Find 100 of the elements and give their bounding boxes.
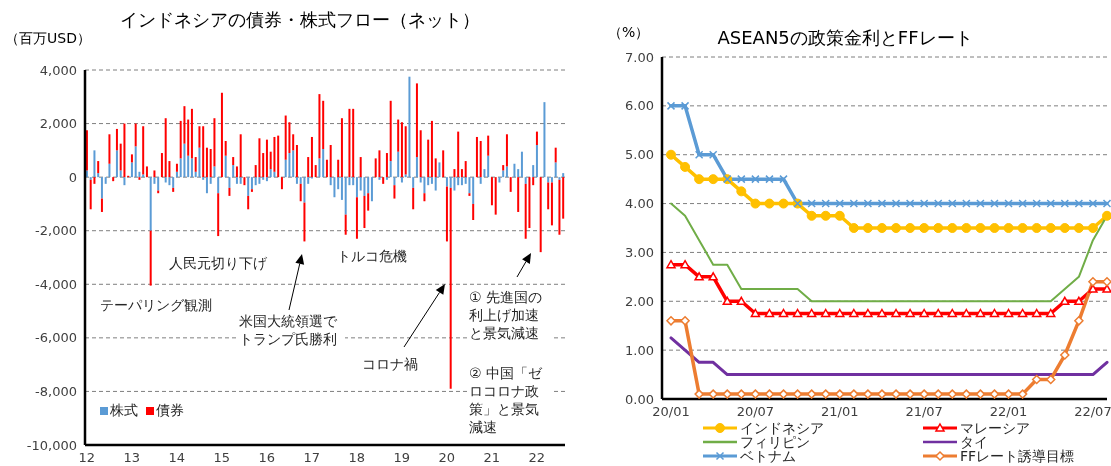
- bar: [239, 177, 242, 184]
- point: [708, 174, 719, 185]
- legend-label: フィリピン: [739, 434, 811, 450]
- bar: [337, 159, 340, 178]
- point: [919, 199, 929, 208]
- bar: [509, 177, 512, 192]
- bar: [277, 135, 280, 178]
- point: [891, 389, 901, 399]
- point: [891, 223, 902, 233]
- bar: [554, 162, 557, 178]
- x-tick-label: 15: [213, 450, 231, 466]
- point: [1087, 223, 1098, 233]
- bar: [547, 177, 550, 183]
- y-tick-label: -8,000: [35, 384, 77, 400]
- bar: [408, 76, 411, 178]
- point: [961, 308, 972, 318]
- point: [1102, 284, 1111, 293]
- point: [877, 389, 887, 399]
- point: [905, 223, 916, 233]
- point: [835, 199, 845, 208]
- point: [736, 296, 747, 306]
- bar: [449, 187, 452, 389]
- x-tick-label: 21/01: [821, 404, 859, 420]
- point: [989, 389, 1000, 399]
- bar: [430, 177, 433, 184]
- point: [876, 223, 887, 233]
- bar: [157, 177, 160, 191]
- bar: [187, 155, 190, 178]
- legend-label: ベトナム: [739, 448, 797, 464]
- bar: [464, 161, 467, 178]
- x-tick-label: 22/07: [1074, 404, 1111, 420]
- bar: [224, 140, 227, 156]
- bar: [370, 177, 373, 202]
- point: [1003, 308, 1014, 318]
- bar: [468, 177, 471, 194]
- point: [947, 308, 958, 318]
- point: [975, 223, 986, 233]
- bar: [142, 174, 145, 178]
- bar: [172, 177, 175, 188]
- bar: [389, 100, 392, 162]
- bar: [198, 147, 201, 178]
- bar: [265, 139, 268, 178]
- point: [834, 210, 845, 221]
- bar: [217, 177, 220, 194]
- point: [680, 161, 691, 172]
- point: [1074, 316, 1084, 326]
- bar: [427, 139, 430, 178]
- legend-label: 株式: [109, 402, 138, 420]
- bar: [325, 159, 328, 178]
- bar: [108, 163, 111, 178]
- point: [765, 174, 774, 184]
- bar: [412, 177, 415, 188]
- annotation: 人民元切り下げ: [167, 254, 269, 272]
- bar: [164, 177, 167, 183]
- bar: [355, 177, 358, 198]
- point: [751, 174, 760, 184]
- point: [1045, 223, 1056, 233]
- point: [961, 223, 972, 233]
- point: [863, 308, 873, 318]
- point: [820, 308, 831, 318]
- bar: [239, 134, 242, 178]
- bar: [145, 166, 148, 178]
- bar: [382, 177, 385, 184]
- bar: [389, 161, 392, 178]
- bar: [340, 118, 343, 178]
- bar: [262, 153, 265, 178]
- x-tick-label: 12: [78, 450, 96, 466]
- point: [933, 308, 943, 318]
- point: [708, 150, 718, 159]
- y-tick-label: -2,000: [35, 223, 77, 239]
- bar: [149, 177, 152, 231]
- bar: [532, 165, 535, 178]
- point: [919, 223, 930, 233]
- point: [666, 316, 676, 326]
- bar: [359, 157, 362, 178]
- x-tick-label: 20: [438, 450, 456, 466]
- point: [919, 308, 929, 318]
- bar: [524, 177, 527, 184]
- bar: [558, 177, 561, 180]
- y-tick-label: 1.00: [625, 342, 654, 358]
- point: [750, 198, 761, 209]
- bar: [329, 145, 332, 178]
- bar: [202, 126, 205, 178]
- bar: [205, 177, 208, 194]
- bar: [243, 177, 246, 186]
- bar: [502, 165, 505, 171]
- bar: [457, 177, 460, 186]
- point: [779, 174, 788, 184]
- annotation: ① 先進国の利上げ加速と景気減速: [467, 288, 551, 342]
- point: [806, 210, 817, 221]
- bar: [258, 177, 261, 184]
- bar: [314, 165, 317, 178]
- point: [1003, 389, 1014, 399]
- bar: [475, 136, 478, 178]
- bar: [363, 177, 366, 196]
- point: [1017, 308, 1028, 318]
- point: [989, 223, 1000, 233]
- bar: [100, 177, 103, 199]
- bar: [273, 171, 276, 178]
- bar: [352, 108, 355, 178]
